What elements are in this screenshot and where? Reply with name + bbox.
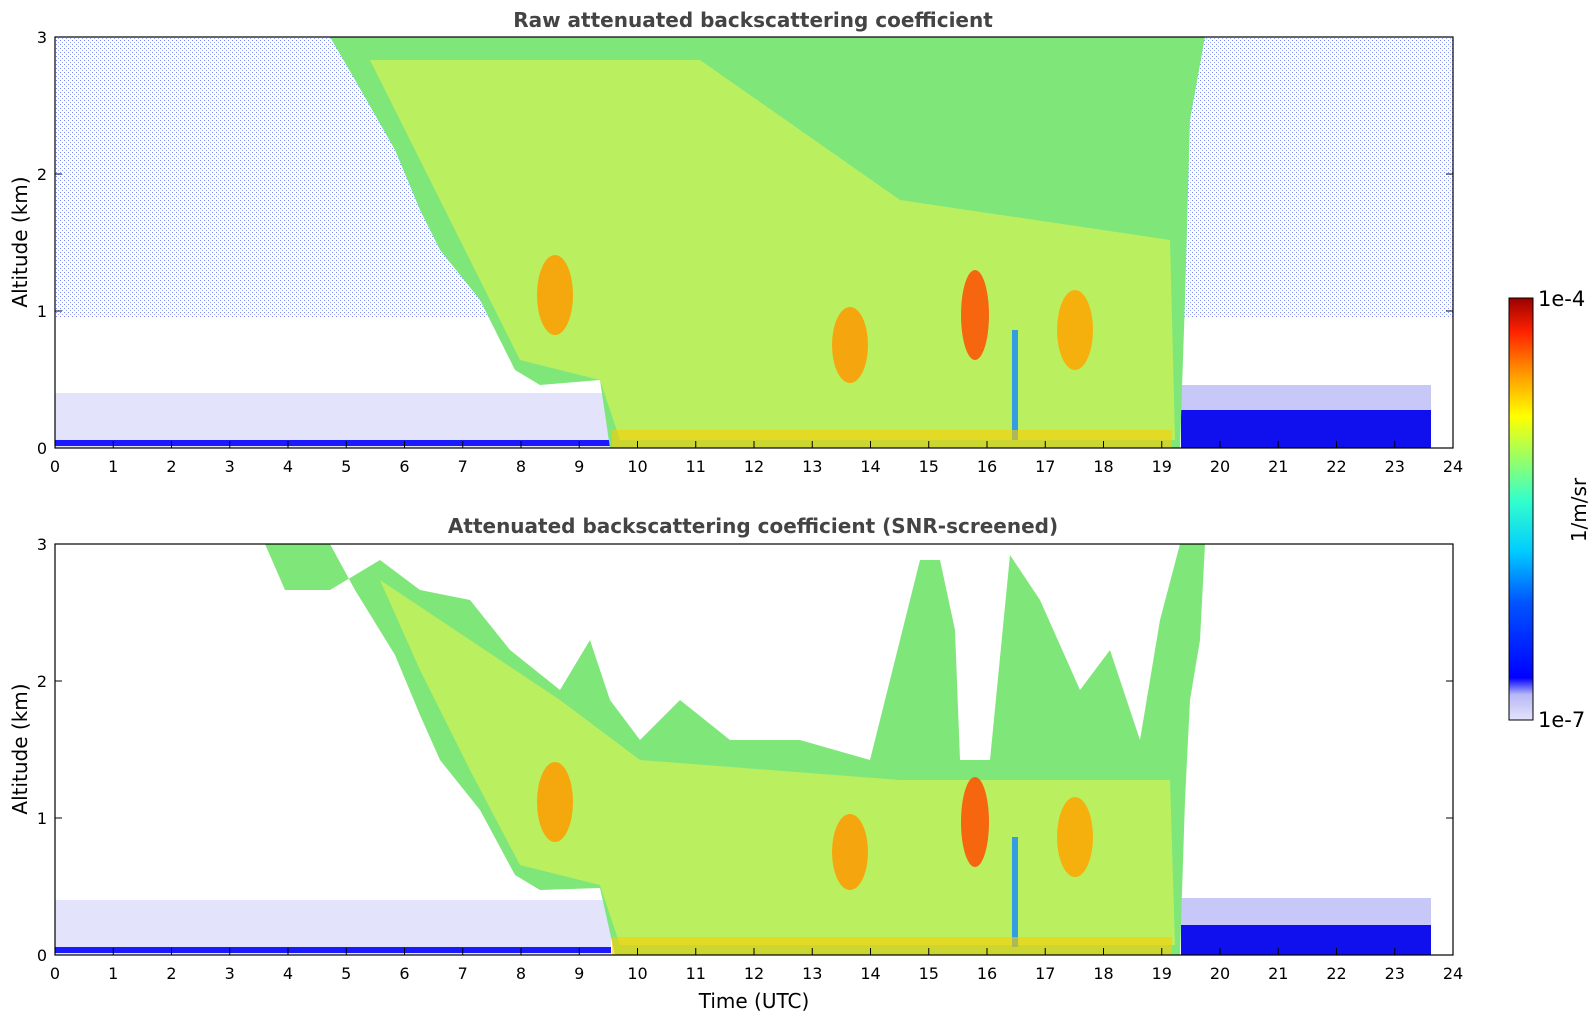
x-tick-label: 16 [977, 457, 997, 476]
y-tick-label: 3 [37, 535, 47, 554]
top-hotspot-4 [1057, 290, 1093, 370]
x-tick-label: 23 [1385, 964, 1405, 983]
x-tick-label: 6 [399, 457, 409, 476]
top-blue-streak [1012, 330, 1018, 440]
x-tick-label: 24 [1443, 964, 1463, 983]
x-tick-label: 1 [108, 457, 118, 476]
top-x-axis: 0 1 2 3 4 5 6 7 8 9 10 11 12 13 14 15 16 17 18 19 20 21 22 23 24 [50, 441, 1463, 476]
x-tick-label: 21 [1268, 964, 1288, 983]
bottom-y-axis: 0 1 2 3 [37, 535, 1453, 965]
colorbar-max-label: 1e-4 [1538, 287, 1585, 311]
x-tick-label: 5 [341, 457, 351, 476]
y-tick-label: 0 [37, 439, 47, 458]
x-tick-label: 15 [919, 457, 939, 476]
bottom-surface-layer [55, 947, 611, 953]
colorbar: 1e-4 1e-7 1/m/sr [1508, 287, 1591, 732]
colorbar-min-label: 1e-7 [1538, 708, 1585, 732]
bottom-night-residual [1181, 898, 1431, 928]
bottom-surface-hot [612, 937, 1172, 955]
bottom-x-axis-label: Time (UTC) [698, 989, 810, 1013]
y-tick-label: 1 [37, 302, 47, 321]
x-tick-label: 22 [1326, 964, 1346, 983]
x-tick-label: 10 [627, 457, 647, 476]
x-tick-label: 15 [919, 964, 939, 983]
x-tick-label: 16 [977, 964, 997, 983]
x-tick-label: 11 [686, 964, 706, 983]
colorbar-bar [1508, 297, 1534, 721]
x-tick-label: 10 [627, 964, 647, 983]
x-tick-label: 3 [225, 964, 235, 983]
x-tick-label: 3 [225, 457, 235, 476]
x-tick-label: 19 [1152, 457, 1172, 476]
top-surface-hot [612, 430, 1172, 448]
bottom-night-surface-layer [1181, 925, 1431, 955]
y-tick-label: 2 [37, 165, 47, 184]
bottom-hotspot-2 [832, 814, 868, 890]
x-tick-label: 17 [1035, 964, 1055, 983]
bottom-hotspot-1 [537, 762, 573, 842]
bottom-hotspot-4 [1057, 797, 1093, 877]
top-night-residual [1181, 385, 1431, 410]
x-tick-label: 18 [1093, 964, 1113, 983]
x-tick-label: 20 [1210, 964, 1230, 983]
x-tick-label: 19 [1152, 964, 1172, 983]
x-tick-label: 23 [1385, 457, 1405, 476]
x-tick-label: 7 [458, 457, 468, 476]
y-tick-label: 0 [37, 946, 47, 965]
y-tick-label: 2 [37, 672, 47, 691]
bottom-chart-title: Attenuated backscattering coefficient (S… [448, 514, 1058, 538]
x-tick-label: 8 [516, 964, 526, 983]
x-tick-label: 8 [516, 457, 526, 476]
y-tick-label: 1 [37, 809, 47, 828]
x-tick-label: 17 [1035, 457, 1055, 476]
x-tick-label: 9 [574, 457, 584, 476]
x-tick-label: 7 [458, 964, 468, 983]
top-hotspot-2 [832, 307, 868, 383]
top-night-surface-layer [1181, 410, 1431, 448]
x-tick-label: 0 [50, 457, 60, 476]
bottom-hotspot-3 [961, 777, 989, 867]
x-tick-label: 22 [1326, 457, 1346, 476]
bottom-blue-streak [1012, 837, 1018, 947]
x-tick-label: 20 [1210, 457, 1230, 476]
top-hotspot-3 [961, 270, 989, 360]
x-tick-label: 4 [283, 964, 293, 983]
x-tick-label: 24 [1443, 457, 1463, 476]
bottom-y-axis-label: Altitude (km) [8, 683, 32, 814]
bottom-residual-layer [55, 900, 611, 955]
top-panel: Raw attenuated backscattering coefficien… [8, 8, 1463, 476]
y-tick-label: 3 [37, 28, 47, 47]
x-tick-label: 2 [166, 457, 176, 476]
top-hotspot-1 [537, 255, 573, 335]
x-tick-label: 12 [744, 457, 764, 476]
bottom-panel: Attenuated backscattering coefficient (S… [8, 514, 1463, 1013]
x-tick-label: 1 [108, 964, 118, 983]
x-tick-label: 5 [341, 964, 351, 983]
top-y-axis: 0 1 2 3 [37, 28, 1453, 458]
x-tick-label: 14 [860, 457, 880, 476]
x-tick-label: 6 [399, 964, 409, 983]
top-surface-layer [55, 440, 611, 446]
x-tick-label: 12 [744, 964, 764, 983]
x-tick-label: 21 [1268, 457, 1288, 476]
x-tick-label: 13 [802, 964, 822, 983]
top-y-axis-label: Altitude (km) [8, 176, 32, 307]
top-residual-layer [55, 393, 611, 448]
x-tick-label: 13 [802, 457, 822, 476]
x-tick-label: 2 [166, 964, 176, 983]
colorbar-unit-label: 1/m/sr [1567, 477, 1591, 542]
x-tick-label: 0 [50, 964, 60, 983]
x-tick-label: 11 [686, 457, 706, 476]
x-tick-label: 9 [574, 964, 584, 983]
x-tick-label: 4 [283, 457, 293, 476]
x-tick-label: 18 [1093, 457, 1113, 476]
bottom-x-axis: 0 1 2 3 4 5 6 7 8 9 10 11 12 13 14 15 16 17 18 19 20 21 22 23 24 [50, 948, 1463, 983]
x-tick-label: 14 [860, 964, 880, 983]
top-chart-title: Raw attenuated backscattering coefficien… [513, 8, 993, 32]
